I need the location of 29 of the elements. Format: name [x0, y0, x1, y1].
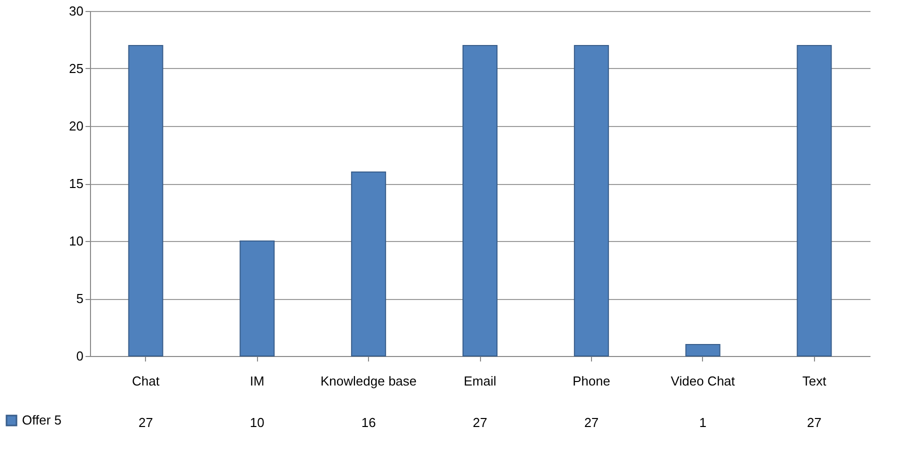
x-tick-label: Text	[802, 374, 827, 388]
data-label: 27	[584, 415, 599, 430]
x-tick-label: Video Chat	[670, 374, 736, 388]
y-tick-label: 5	[76, 291, 84, 306]
bar	[351, 172, 386, 356]
x-tick-label: Chat	[132, 374, 160, 388]
data-label: 27	[138, 415, 153, 430]
bar	[462, 45, 498, 356]
bar	[685, 344, 720, 356]
data-label: 10	[250, 415, 264, 430]
data-label: 16	[361, 415, 376, 430]
bar	[574, 45, 609, 356]
data-label: 27	[807, 415, 822, 430]
data-label: 1	[699, 415, 706, 430]
x-tick-label: Email	[464, 374, 496, 388]
x-tick-label: IM	[250, 374, 264, 388]
y-tick-label: 15	[69, 176, 84, 191]
data-label: 27	[472, 415, 488, 430]
bar	[128, 45, 164, 356]
y-tick-label: 0	[76, 348, 84, 364]
bar	[240, 240, 275, 356]
y-tick-label: 10	[69, 234, 84, 248]
y-tick-label: 25	[69, 61, 84, 76]
bar	[796, 45, 832, 356]
x-tick-label: Knowledge base	[320, 374, 417, 388]
legend-label: Offer 5	[22, 412, 62, 428]
y-tick-label: 20	[69, 118, 84, 134]
y-tick-label: 30	[69, 4, 84, 18]
x-tick-label: Phone	[572, 374, 610, 388]
